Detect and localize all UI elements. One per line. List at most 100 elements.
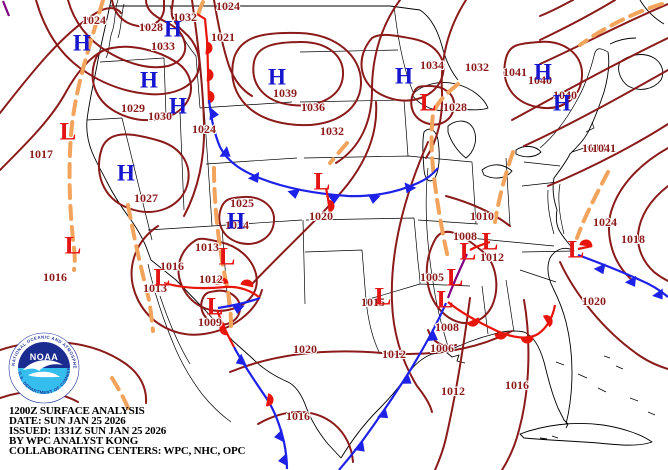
warm-front-line [447,301,557,339]
border-mexico [150,259,342,459]
cold-front-triangle-icon [367,194,381,204]
trough-layer [67,0,664,410]
isobar-line [360,33,445,102]
cold-front-line [217,296,261,310]
isobar-line [427,329,457,348]
isobar-label: 1030 [148,109,172,123]
warm-front-semicircle-icon [327,199,335,213]
warm-front-semicircle-icon [579,239,593,247]
isobar-label: 1020 [309,209,333,223]
warm-front-line [163,281,261,299]
trough-line [575,170,610,240]
cold-front-triangle-icon [400,373,412,384]
isobar-label: 1041 [503,65,527,79]
pressure-center-L: L [60,119,77,146]
isobar-label: 1016 [505,378,529,392]
long-island [571,145,591,153]
cold-front-triangle-icon [247,171,260,183]
lake-huron [447,120,477,159]
isobar-label: 1012 [441,384,465,398]
isobar-line [0,49,105,171]
isobar-label: 1032 [173,10,197,24]
pressure-center-L: L [482,229,499,256]
pressure-center-H: H [117,161,135,186]
isobar-line [559,261,668,370]
cold-front-triangle-icon [209,107,219,121]
isobar-label: 1016 [286,409,310,423]
analysis-caption: 1200Z SURFACE ANALYSIS DATE: SUN JAN 25 … [9,406,245,457]
coastline-east [547,51,610,289]
lake-ontario [515,145,542,158]
pressure-center-H: H [169,94,187,119]
isobar-line [35,0,201,96]
isobar-label: 1005 [420,270,444,284]
cold-front-triangle-icon [404,182,417,194]
cape-cod [585,121,595,133]
warm-front-line [469,240,491,251]
isobar-line [335,0,401,164]
isobar-label: 1016 [43,270,67,284]
isobar-label: 1015 [361,295,385,309]
pressure-center-H: H [227,209,245,234]
isobar-line [636,185,668,282]
isobar-label: 1024 [82,13,106,27]
warm-front-semicircle-icon [520,336,534,344]
bahamas-islands [555,355,656,416]
state-borders [86,5,575,355]
pressure-center-L: L [460,239,477,266]
isobar-line [218,195,276,245]
isobar-label: 1032 [465,60,489,74]
noaa-logo-text: NOAA [30,352,59,362]
isobar-label: 1012 [382,347,406,361]
isobar-line [539,0,616,41]
isobar-line [257,411,354,463]
isobar-label: 1012 [199,272,223,286]
warm-front-semicircle-icon [542,315,553,328]
trough-line [429,82,460,260]
isobar-line [434,297,471,470]
isobar-line [547,123,668,187]
isobar-line [503,40,584,109]
caption-date: DATE: SUN JAN 25 2026 [9,415,126,427]
coastline-maritimes [609,0,665,90]
isobar-line [425,0,467,159]
pressure-center-L: L [375,284,392,311]
isobar-line [539,0,574,17]
cold-front-triangle-icon [235,353,247,366]
pressure-center-L: L [219,244,236,271]
occluded-front-line [1,0,11,17]
coastline-west [86,0,152,261]
lake-erie [481,164,513,179]
pressure-center-L: L [447,265,464,292]
cold-front-triangle-icon [377,407,389,419]
caption-issued: ISSUED: 1331Z SUN JAN 25 2026 [9,425,167,437]
isobar-label: 1008 [453,229,477,243]
isobar-label: 1006 [430,341,454,355]
isobar-label: 1027 [134,191,158,205]
isobar-label: 1020 [582,294,606,308]
pressure-center-L: L [65,233,82,260]
st-lawrence-valley [539,48,609,149]
isobar-line [523,69,668,147]
isobar-label: 1021 [211,30,235,44]
isobar-line [183,0,206,217]
isobar-label: 1041 [592,141,616,155]
isobar-line [229,330,513,373]
isobar-line [252,40,345,107]
isobar-line [425,231,498,325]
trough-line [493,150,515,224]
isobar-label: 1009 [198,315,222,329]
isobar-label: 1017 [29,147,53,161]
pressure-center-H: H [553,91,571,116]
cold-front-triangle-icon [353,440,365,452]
isobar-label: 1032 [320,124,344,138]
coastline-gulf [340,330,525,459]
pressure-center-L: L [568,237,585,264]
pressure-center-H: H [140,68,158,93]
occluded-front-line [446,253,468,299]
isobar-line [130,225,263,336]
isobar-line [111,0,165,28]
